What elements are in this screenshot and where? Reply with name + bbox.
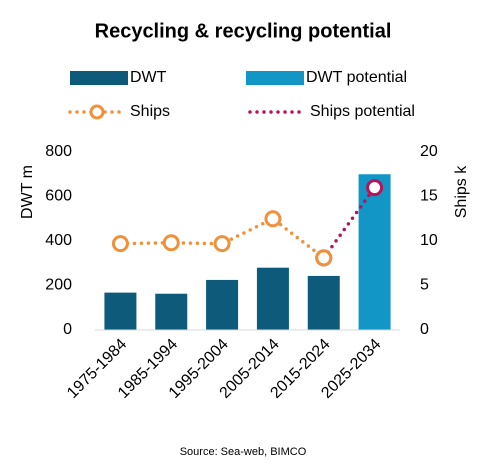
marker	[162, 234, 180, 252]
legend-marker	[89, 104, 105, 120]
source: Source: Sea-web, BIMCO	[180, 446, 307, 458]
legend-swatch	[70, 71, 128, 85]
y2-tick-label: 10	[420, 232, 438, 249]
y-tick-label: 200	[45, 277, 72, 294]
marker	[315, 249, 333, 267]
marker	[366, 179, 384, 197]
bar	[358, 174, 391, 330]
y2-tick-label: 15	[420, 188, 438, 205]
y-tick-label: 800	[45, 143, 72, 160]
marker	[111, 235, 129, 253]
y-axis-title: DWT m	[19, 165, 36, 219]
y-tick-label: 400	[45, 232, 72, 249]
legend-label: DWT	[130, 69, 167, 86]
y2-tick-label: 5	[420, 277, 429, 294]
legend-label: DWT potential	[306, 69, 407, 86]
bar	[104, 292, 137, 330]
bar	[307, 275, 340, 330]
line	[322, 185, 377, 260]
y2-tick-label: 0	[420, 321, 429, 338]
bar	[256, 267, 289, 330]
bar	[155, 293, 188, 330]
legend-label: Ships	[130, 103, 170, 120]
marker	[264, 210, 282, 228]
chart-title: Recycling & recycling potential	[95, 20, 392, 42]
y-tick-label: 0	[63, 321, 72, 338]
marker	[213, 235, 231, 253]
y-tick-label: 600	[45, 188, 72, 205]
y2-axis-title: Ships k	[453, 165, 470, 218]
line	[118, 216, 326, 260]
legend-swatch	[246, 71, 304, 85]
bar	[206, 279, 239, 330]
legend-label: Ships potential	[310, 103, 415, 120]
y2-tick-label: 20	[420, 143, 438, 160]
